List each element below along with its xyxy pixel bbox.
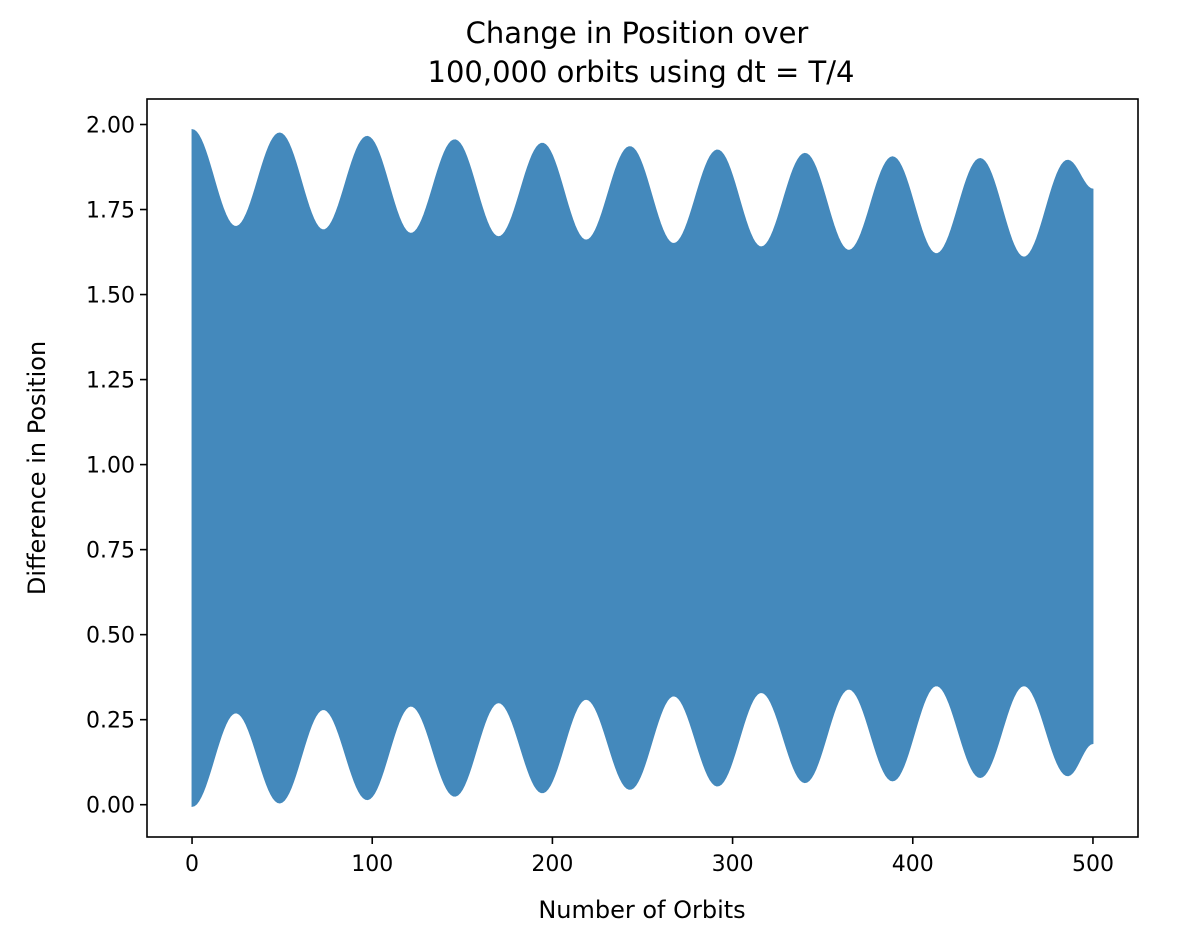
y-axis-ticks: 0.00 0.25 0.50 0.75 1.00 1.25 1.50 1.75 2.00 xyxy=(86,114,147,819)
chart-title-line-1: Change in Position over xyxy=(466,16,809,50)
y-tick-label: 0.25 xyxy=(86,709,135,734)
x-tick-label: 300 xyxy=(712,852,754,877)
x-tick-label: 500 xyxy=(1072,852,1114,877)
y-tick-label: 0.75 xyxy=(86,539,135,564)
x-tick-label: 0 xyxy=(185,852,199,877)
y-tick-label: 2.00 xyxy=(86,114,135,139)
y-tick-label: 0.50 xyxy=(86,624,135,649)
plot-area xyxy=(191,128,1094,808)
chart-title-line-2: 100,000 orbits using dt = T/4 xyxy=(428,55,855,89)
y-tick-label: 1.75 xyxy=(86,199,135,224)
x-tick-label: 400 xyxy=(892,852,934,877)
x-tick-label: 200 xyxy=(531,852,573,877)
axes-frame xyxy=(146,98,1139,838)
series-0-envelope xyxy=(191,128,1094,808)
y-tick-label: 0.00 xyxy=(86,794,135,819)
y-tick-label: 1.50 xyxy=(86,284,135,309)
y-axis-label: Difference in Position xyxy=(23,341,51,595)
x-axis-ticks: 0 100 200 300 400 500 xyxy=(185,837,1114,877)
x-axis-label: Number of Orbits xyxy=(538,896,745,924)
y-tick-label: 1.00 xyxy=(86,454,135,479)
y-tick-label: 1.25 xyxy=(86,369,135,394)
x-tick-label: 100 xyxy=(351,852,393,877)
